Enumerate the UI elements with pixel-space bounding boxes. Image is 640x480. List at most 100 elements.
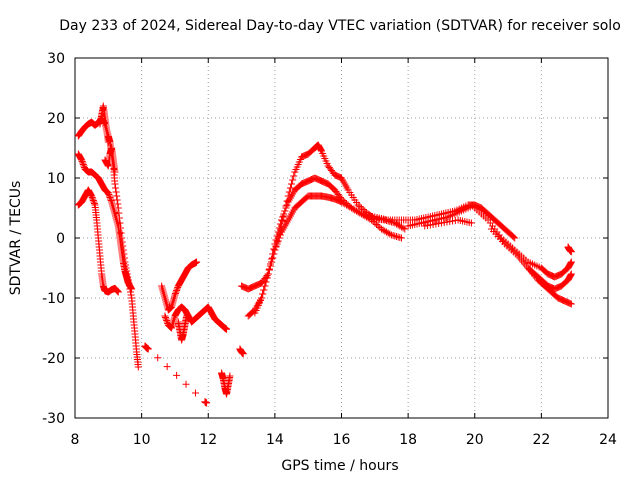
axis-ticks: 8 10 12 14 16 18 20 22 24 -30 -20 -10 0 10 20 30 (42, 51, 617, 448)
x-axis-label: GPS time / hours (281, 458, 398, 474)
series-arc-early-middle (74, 150, 136, 293)
data-point (163, 318, 171, 326)
data-point (274, 237, 282, 245)
data-point (104, 161, 112, 169)
series-arc-end-tail (564, 243, 575, 256)
data-point (112, 184, 120, 192)
grid-lines (75, 58, 608, 418)
data-point (173, 285, 181, 293)
x-tick-label: 14 (266, 432, 284, 448)
data-point (226, 372, 234, 380)
series-arc-end-a (471, 204, 575, 281)
data-point (276, 231, 284, 239)
data-point (289, 176, 297, 184)
data-point (90, 198, 98, 206)
data-point (161, 312, 169, 320)
data-point (104, 138, 112, 146)
data-point (134, 363, 142, 371)
data-point (79, 159, 87, 167)
data-point (567, 300, 575, 308)
data-point (171, 290, 179, 297)
x-tick-label: 22 (532, 432, 550, 448)
data-point (397, 234, 405, 242)
data-point (510, 233, 518, 241)
data-point (281, 207, 289, 215)
data-point (89, 197, 97, 204)
data-point (113, 287, 121, 295)
series-arc-mid-a (158, 258, 201, 314)
data-point (269, 254, 277, 262)
data-point (183, 312, 191, 320)
data-point (88, 194, 96, 201)
data-point (283, 201, 291, 209)
data-point (567, 271, 575, 279)
data-point (369, 218, 377, 225)
data-point (171, 291, 179, 299)
data-point (78, 158, 86, 165)
data-point (105, 192, 113, 200)
data-point (280, 210, 288, 218)
data-point (191, 389, 199, 397)
data-point (567, 248, 575, 256)
series-arc-late-lower (421, 216, 475, 230)
data-point (467, 219, 475, 227)
data-point (172, 288, 180, 296)
data-point (271, 246, 279, 254)
data-point (270, 250, 278, 258)
data-point (113, 286, 121, 294)
data-point (88, 192, 96, 200)
data-points (74, 102, 575, 407)
data-point (173, 371, 181, 379)
data-point (163, 363, 171, 371)
series-arc-main-upper (238, 141, 409, 293)
data-point (80, 162, 88, 170)
data-point (79, 161, 87, 168)
data-point (114, 288, 122, 296)
data-point (163, 317, 171, 324)
data-point (127, 284, 135, 292)
data-point (128, 285, 136, 293)
data-point (161, 314, 169, 321)
data-point (372, 221, 380, 228)
data-point (354, 201, 362, 209)
data-point (265, 266, 273, 274)
data-point (258, 294, 266, 302)
data-point (127, 291, 135, 299)
data-point (107, 195, 115, 203)
chart-title: Day 233 of 2024, Sidereal Day-to-day VTE… (59, 18, 621, 34)
series-arc-early-lower (74, 186, 122, 296)
y-tick-label: 10 (47, 171, 65, 187)
data-point (374, 222, 382, 230)
data-point (401, 225, 409, 233)
data-point (113, 196, 121, 204)
data-point (268, 258, 276, 266)
data-point (113, 192, 121, 200)
data-point (154, 354, 162, 362)
data-point (105, 191, 113, 198)
data-point (272, 243, 280, 251)
data-point (182, 380, 190, 388)
data-point (282, 204, 290, 212)
data-point (286, 184, 294, 192)
data-point (261, 282, 269, 290)
data-point (275, 234, 283, 242)
data-point (290, 172, 298, 180)
data-point (90, 200, 98, 207)
data-point (144, 345, 152, 353)
series-arc-early-spike (96, 102, 112, 146)
data-point (262, 278, 270, 286)
series-arc-mid-d (218, 369, 234, 398)
data-point (367, 216, 375, 224)
data-point (263, 274, 271, 282)
series-arc-mid-e (236, 345, 247, 358)
series-isolated-points (141, 342, 211, 407)
series-arc-mid-b (161, 303, 231, 333)
series-arc-mid-c (174, 312, 191, 344)
data-point (371, 219, 379, 227)
y-tick-label: -10 (42, 291, 65, 307)
data-point (223, 325, 231, 333)
data-point (357, 204, 365, 212)
data-point (399, 224, 407, 232)
data-point (356, 209, 364, 217)
